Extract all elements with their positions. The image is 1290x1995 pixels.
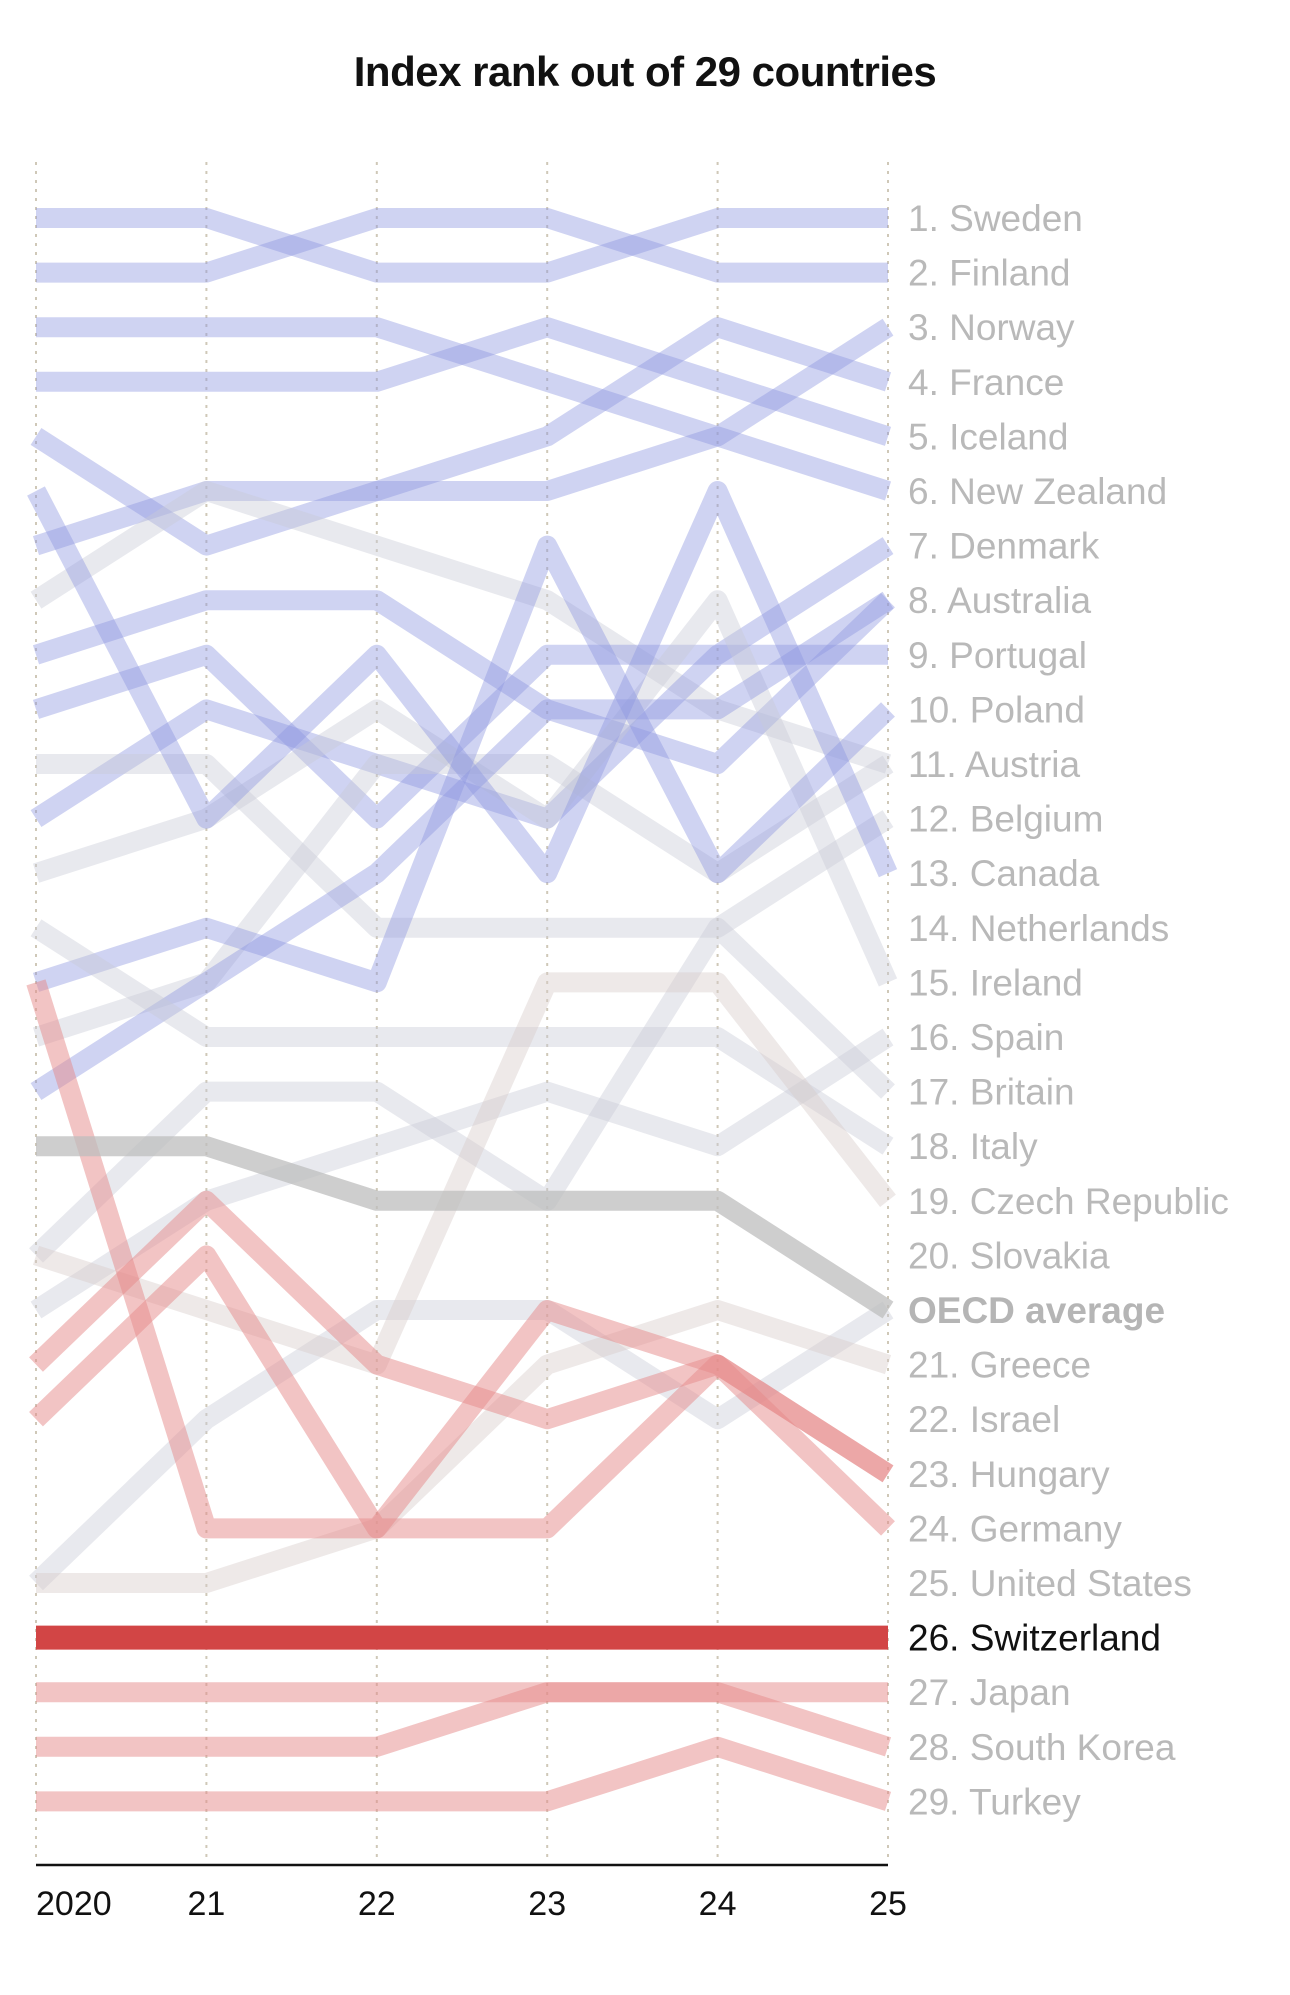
line-spain bbox=[30, 591, 894, 1101]
line-portugal bbox=[32, 537, 894, 829]
label-ireland: 15. Ireland bbox=[908, 962, 1083, 1003]
line-finland bbox=[36, 208, 888, 283]
label-japan: 27. Japan bbox=[908, 1672, 1071, 1713]
label-spain: 16. Spain bbox=[908, 1017, 1064, 1058]
line-new-zealand bbox=[30, 426, 892, 556]
label-belgium: 12. Belgium bbox=[908, 799, 1103, 840]
line-south-korea bbox=[36, 1682, 892, 1757]
line-netherlands bbox=[32, 535, 895, 993]
x-tick-labels: 2020 21 22 23 24 25 bbox=[36, 1885, 907, 1923]
line-united-states bbox=[26, 979, 894, 1539]
label-czech-republic: 19. Czech Republic bbox=[908, 1181, 1229, 1222]
line-france bbox=[36, 317, 892, 446]
line-canada bbox=[32, 754, 894, 1047]
label-turkey: 29. Turkey bbox=[908, 1781, 1081, 1822]
line-sweden bbox=[36, 208, 888, 283]
label-australia: 8. Australia bbox=[908, 580, 1091, 621]
label-israel: 22. Israel bbox=[908, 1399, 1060, 1440]
line-britain bbox=[30, 919, 894, 1155]
label-canada: 13. Canada bbox=[908, 853, 1100, 894]
label-austria: 11. Austria bbox=[908, 744, 1081, 785]
line-austria bbox=[36, 754, 894, 938]
line-oecd-average bbox=[36, 1136, 894, 1319]
country-labels: 1. Sweden 2. Finland 3. Norway 4. France 5. … bbox=[908, 198, 1229, 1822]
label-poland: 10. Poland bbox=[908, 689, 1085, 730]
label-sweden: 1. Sweden bbox=[908, 198, 1083, 239]
label-greece: 21. Greece bbox=[908, 1345, 1091, 1386]
x-tick-23: 23 bbox=[528, 1885, 566, 1923]
line-iceland bbox=[32, 317, 892, 556]
rank-lines bbox=[26, 208, 898, 1812]
x-tick-2020: 2020 bbox=[36, 1885, 112, 1923]
line-denmark bbox=[30, 481, 892, 774]
label-france: 4. France bbox=[908, 362, 1064, 403]
x-tick-22: 22 bbox=[358, 1885, 396, 1923]
label-denmark: 7. Denmark bbox=[908, 526, 1100, 567]
label-new-zealand: 6. New Zealand bbox=[908, 471, 1167, 512]
label-portugal: 9. Portugal bbox=[908, 635, 1087, 676]
label-italy: 18. Italy bbox=[908, 1126, 1038, 1167]
x-tick-24: 24 bbox=[699, 1885, 737, 1923]
label-south-korea: 28. South Korea bbox=[908, 1727, 1176, 1768]
line-australia bbox=[32, 590, 895, 774]
label-switzerland: 26. Switzerland bbox=[908, 1618, 1161, 1659]
line-ireland bbox=[27, 481, 898, 884]
line-poland bbox=[30, 644, 888, 829]
label-norway: 3. Norway bbox=[908, 307, 1075, 348]
label-iceland: 5. Iceland bbox=[908, 416, 1068, 457]
label-britain: 17. Britain bbox=[908, 1072, 1075, 1113]
x-tick-25: 25 bbox=[869, 1885, 907, 1923]
label-slovakia: 20. Slovakia bbox=[908, 1235, 1110, 1276]
line-turkey bbox=[36, 1736, 892, 1812]
line-italy bbox=[29, 917, 895, 1263]
x-tick-21: 21 bbox=[187, 1885, 225, 1923]
label-united-states: 25. United States bbox=[908, 1563, 1192, 1604]
line-belgium bbox=[32, 590, 898, 987]
line-greece bbox=[32, 972, 896, 1375]
line-norway bbox=[36, 317, 894, 447]
line-israel bbox=[36, 1300, 892, 1593]
label-oecd-average: OECD average bbox=[908, 1290, 1165, 1331]
label-netherlands: 14. Netherlands bbox=[908, 908, 1169, 949]
label-hungary: 23. Hungary bbox=[908, 1454, 1110, 1495]
chart-title: Index rank out of 29 countries bbox=[353, 48, 937, 95]
label-germany: 24. Germany bbox=[908, 1508, 1122, 1549]
label-finland: 2. Finland bbox=[908, 253, 1071, 294]
